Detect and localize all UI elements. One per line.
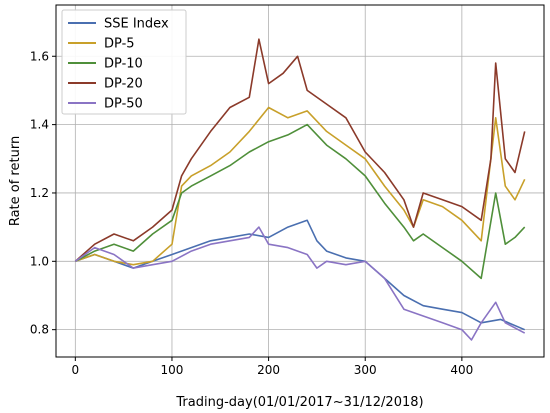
- x-tick-label: 400: [450, 363, 473, 377]
- plot-frame: [55, 4, 545, 358]
- series-line-dp-5: [75, 106, 526, 266]
- y-tick-label: 1.2: [30, 186, 49, 200]
- y-axis-label: Rate of return: [8, 136, 23, 226]
- y-tick-label: 1.4: [30, 118, 49, 132]
- x-tick-label: 0: [72, 363, 80, 377]
- y-tick-label: 1.0: [30, 254, 49, 268]
- legend-label: DP-10: [104, 57, 143, 72]
- y-tick-label: 0.8: [30, 323, 49, 337]
- legend-label: SSE Index: [104, 17, 169, 32]
- x-axis-label: Trading-day(01/01/2017~31/12/2018): [175, 395, 423, 410]
- legend-label: DP-20: [104, 77, 143, 92]
- legend-box: [61, 9, 187, 115]
- y-tick-label: 1.6: [30, 49, 49, 63]
- x-tick-label: 300: [354, 363, 377, 377]
- axis-ticks: 0 100 200 300 400 0.8 1.0 1.2 1.4 1.6: [30, 49, 473, 377]
- x-tick-label: 100: [161, 363, 184, 377]
- x-tick-label: 200: [257, 363, 280, 377]
- legend-label: DP-50: [104, 97, 143, 112]
- series-lines: [74, 38, 526, 341]
- series-line-dp-10: [74, 123, 526, 280]
- legend-label: DP-5: [104, 37, 135, 52]
- series-line-dp-20: [74, 38, 526, 262]
- legend: SSE Index DP-5 DP-10 DP-20 DP-50: [61, 9, 187, 115]
- series-line-dp-50: [74, 226, 526, 341]
